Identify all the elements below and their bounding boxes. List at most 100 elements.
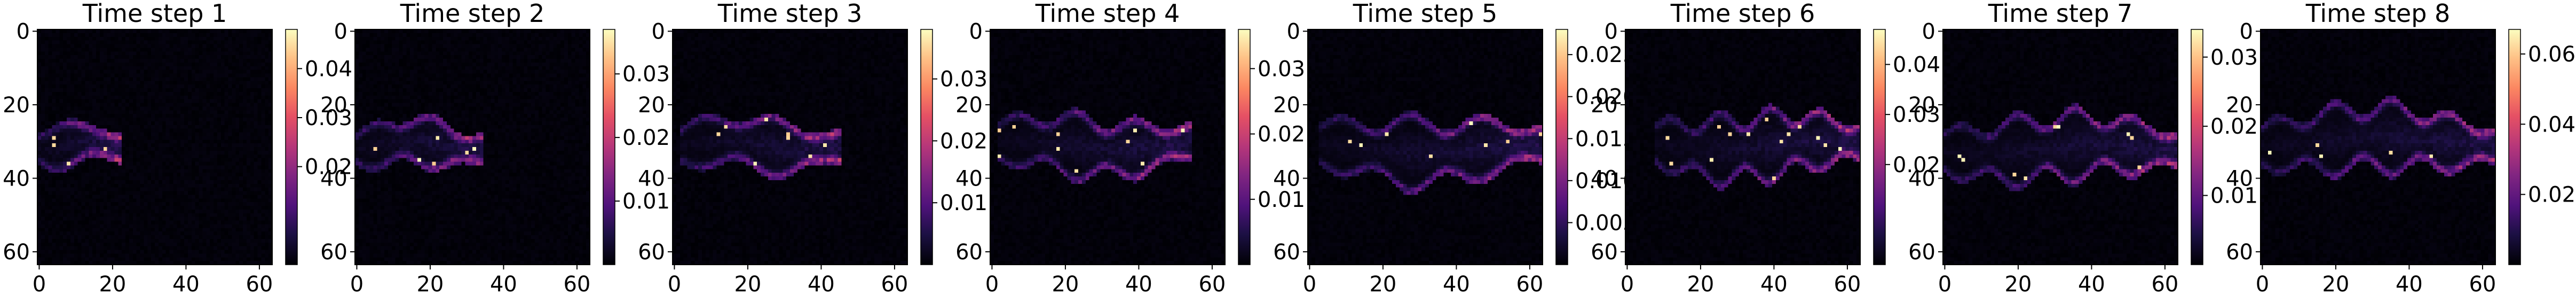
heatmap-cell (472, 59, 476, 63)
heatmap-cell (195, 103, 199, 107)
heatmap-cell (114, 136, 118, 140)
heatmap-cell (527, 33, 531, 37)
heatmap-cell (210, 114, 214, 118)
heatmap-cell (122, 147, 125, 151)
heatmap-cell (170, 250, 173, 254)
heatmap-cell (89, 92, 92, 96)
heatmap-cell (170, 165, 173, 169)
heatmap-cell (228, 33, 232, 37)
heatmap-cell (173, 129, 177, 133)
heatmap-cell (491, 59, 494, 63)
heatmap-cell (373, 29, 377, 33)
heatmap-cell (100, 195, 104, 198)
heatmap-cell (122, 239, 125, 243)
heatmap-cell (67, 253, 70, 257)
heatmap-cell (439, 55, 443, 59)
heatmap-cell (173, 29, 177, 33)
heatmap-cell (520, 66, 524, 70)
heatmap-cell (402, 59, 406, 63)
heatmap-cell (575, 74, 579, 78)
heatmap-cell (373, 37, 377, 41)
heatmap-cell (125, 114, 129, 118)
heatmap-cell (159, 198, 162, 202)
heatmap-cell (232, 77, 235, 81)
heatmap-cell (144, 224, 147, 228)
heatmap-cell (122, 176, 125, 180)
heatmap-cell (195, 74, 199, 78)
heatmap-cell (359, 63, 362, 66)
heatmap-cell (254, 231, 258, 235)
heatmap-cell (502, 70, 505, 74)
heatmap-cell (129, 243, 133, 246)
heatmap-cell (37, 217, 41, 221)
heatmap-cell (454, 29, 458, 33)
heatmap-cell (388, 59, 392, 63)
heatmap-cell (235, 136, 239, 140)
heatmap-cell (202, 231, 206, 235)
heatmap-cell (37, 129, 41, 133)
heatmap-cell (82, 106, 85, 110)
heatmap-cell (85, 202, 89, 206)
heatmap-cell (159, 106, 162, 110)
heatmap-cell (243, 103, 247, 107)
heatmap-cell (232, 253, 235, 257)
heatmap-cell (458, 74, 462, 78)
heatmap-cell (56, 202, 59, 206)
heatmap-cell (192, 180, 195, 184)
heatmap-cell (221, 84, 225, 88)
heatmap-cell (210, 206, 214, 210)
heatmap-cell (221, 243, 225, 246)
heatmap-cell (173, 77, 177, 81)
heatmap-cell (206, 191, 210, 195)
heatmap-cell (228, 29, 232, 33)
heatmap-cell (355, 44, 359, 48)
heatmap-cell (214, 188, 217, 191)
heatmap-cell (70, 147, 74, 151)
heatmap-cell (406, 77, 410, 81)
heatmap-cell (100, 140, 104, 143)
heatmap-cell (85, 180, 89, 184)
heatmap-cell (170, 206, 173, 210)
heatmap-cell (250, 118, 254, 121)
heatmap-cell (188, 121, 192, 125)
heatmap-cell (402, 41, 406, 44)
heatmap-cell (151, 114, 155, 118)
heatmap-cell (147, 184, 151, 188)
heatmap-cell (147, 147, 151, 151)
heatmap-cell (247, 162, 250, 166)
heatmap-cell (184, 246, 188, 250)
heatmap-cell (147, 228, 151, 231)
heatmap-cell (133, 63, 137, 66)
heatmap-cell (250, 243, 254, 246)
heatmap-cell (151, 147, 155, 151)
heatmap-cell (114, 99, 118, 103)
heatmap-cell (140, 96, 144, 99)
heatmap-cell (166, 176, 170, 180)
heatmap-cell (89, 195, 92, 198)
heatmap-cell (173, 250, 177, 254)
heatmap-cell (265, 81, 268, 84)
heatmap-cell (210, 33, 214, 37)
heatmap-cell (465, 74, 469, 78)
heatmap-cell (429, 63, 432, 66)
heatmap-cell (96, 165, 100, 169)
heatmap-cell (258, 114, 262, 118)
heatmap-cell (159, 44, 162, 48)
heatmap-cell (147, 176, 151, 180)
heatmap-cell (217, 37, 221, 41)
heatmap-cell (92, 169, 96, 173)
heatmap-cell (170, 81, 173, 84)
heatmap-cell (192, 106, 195, 110)
heatmap-cell (436, 59, 439, 63)
heatmap-cell (498, 59, 502, 63)
heatmap-cell (243, 84, 247, 88)
heatmap-cell (122, 221, 125, 225)
heatmap-cell (214, 147, 217, 151)
heatmap-cell (228, 92, 232, 96)
heatmap-cell (140, 151, 144, 155)
heatmap-cell (192, 66, 195, 70)
heatmap-cell (92, 118, 96, 121)
heatmap-cell (180, 110, 184, 114)
heatmap-cell (85, 51, 89, 55)
x-tick-label: 20 (99, 272, 126, 297)
